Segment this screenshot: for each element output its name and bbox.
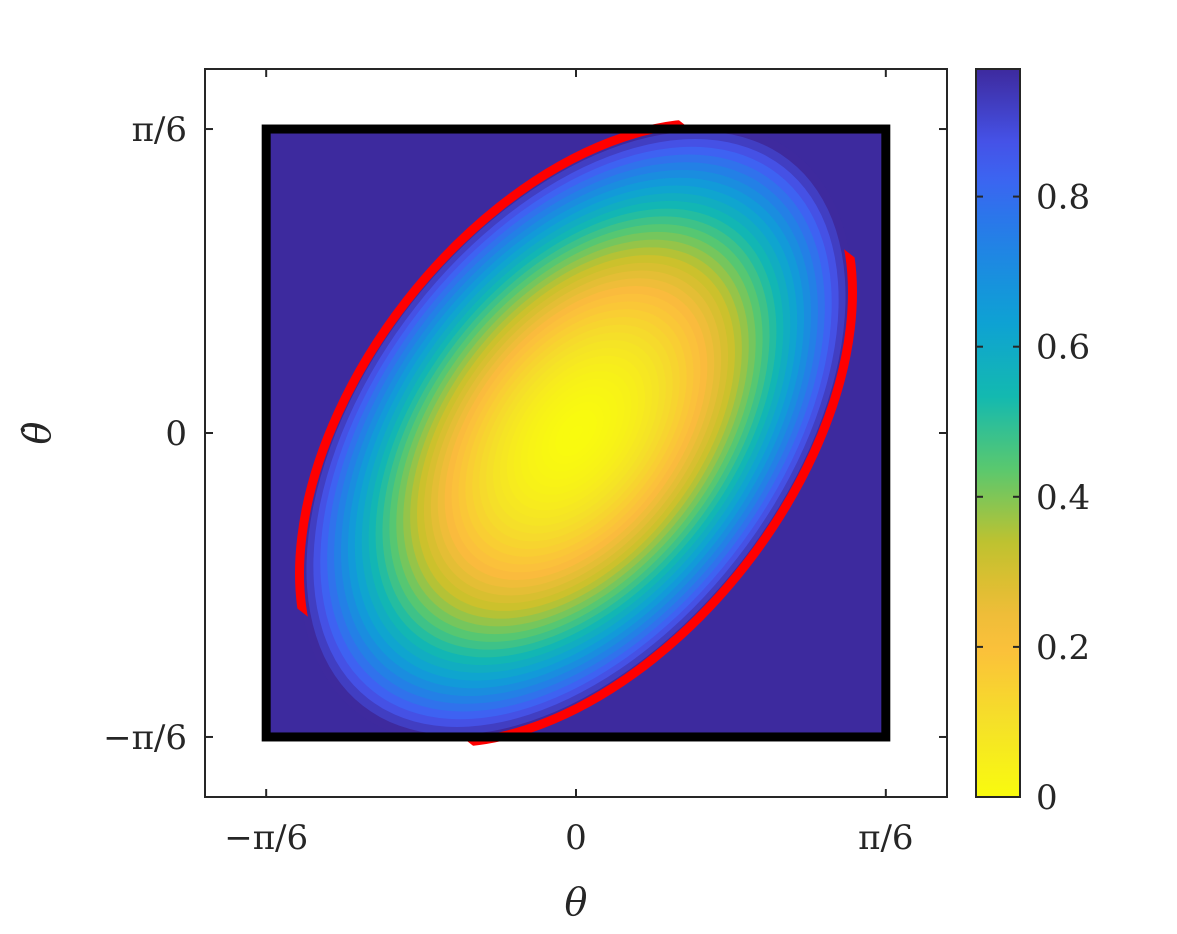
colorbar-tick-label: 0.4 [1036,478,1090,518]
x-axis-title: θ [565,880,588,924]
y-tick-label: −π/6 [103,718,187,758]
state-constraint-box [261,124,891,742]
x-axis-ticks: −π/6 0 π/6 [224,69,914,858]
contour-level-1 [569,425,583,441]
colorbar-tick-label: 0.8 [1036,178,1090,218]
colorbar: 0 0.2 0.4 0.6 0.8 [975,68,1090,818]
main-axes: −π/6 0 π/6 −π/6 0 π/6 θ θ̇ [15,68,948,924]
colorbar-tick-label: 0.2 [1036,628,1090,668]
x-tick-label: 0 [565,818,587,858]
colorbar-tick-label: 0.6 [1036,328,1090,368]
colorbar-gradient [975,68,1021,798]
x-tick-label: π/6 [858,818,913,858]
value-contours [299,129,853,737]
y-tick-label: 0 [165,414,187,454]
colorbar-ticks: 0 0.2 0.4 0.6 0.8 [976,178,1090,818]
y-tick-label: π/6 [132,110,187,150]
y-axis-title: θ̇ [15,421,59,444]
colorbar-tick-label: 0 [1036,778,1058,818]
x-tick-label: −π/6 [224,818,308,858]
y-axis-ticks: −π/6 0 π/6 [103,110,947,758]
